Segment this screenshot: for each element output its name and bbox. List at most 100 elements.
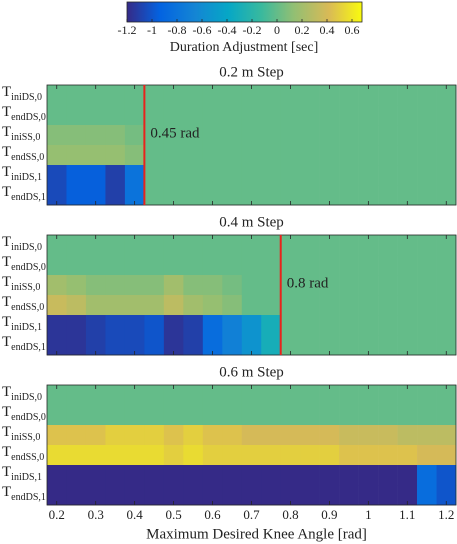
heat-cell	[183, 145, 204, 166]
heat-cell	[222, 445, 243, 466]
heat-cell	[66, 105, 87, 126]
colorbar-tick-label: 0.6	[345, 23, 360, 37]
heat-cell	[163, 275, 184, 296]
heat-cell	[417, 275, 437, 296]
heat-cell	[319, 105, 340, 126]
heat-cell	[378, 465, 398, 486]
heat-cell	[105, 235, 126, 256]
heat-cell	[436, 405, 457, 426]
row-subscript: iniSS,0	[11, 282, 40, 293]
heat-cell	[66, 385, 87, 406]
x-tick-label: 1.1	[399, 507, 415, 522]
heat-cell	[280, 295, 301, 316]
heat-cell	[241, 465, 262, 486]
heat-cell	[202, 335, 223, 356]
row-subscript: endDS,1	[11, 342, 46, 353]
heat-cell	[202, 465, 223, 486]
heat-cell	[358, 335, 379, 356]
colorbar-tick-label: -0.2	[243, 23, 262, 37]
heat-cell	[261, 335, 282, 356]
heat-cell	[300, 105, 320, 126]
row-symbol: T	[2, 144, 11, 160]
heat-cell	[280, 485, 301, 506]
x-tick-label: 0.4	[127, 507, 144, 522]
heat-cell	[124, 465, 145, 486]
heat-cell	[163, 445, 184, 466]
heat-cell	[339, 85, 359, 106]
heat-cell	[280, 385, 301, 406]
heat-cell	[144, 85, 165, 106]
heat-cell	[261, 315, 282, 336]
heat-cell	[339, 295, 359, 316]
heat-cell	[183, 185, 204, 206]
heat-cell	[417, 465, 437, 486]
heat-cell	[417, 255, 437, 276]
heat-cell	[241, 235, 262, 256]
heat-cell	[261, 275, 282, 296]
heat-cell	[280, 315, 301, 336]
colorbar-tick-label: -0.4	[218, 23, 237, 37]
heat-cell	[358, 235, 379, 256]
heat-cell	[436, 165, 457, 186]
heat-cell	[358, 105, 379, 126]
heat-cell	[339, 465, 359, 486]
panel-title: 0.6 m Step	[219, 364, 284, 380]
heat-cell	[183, 255, 204, 276]
heat-cell	[280, 165, 301, 186]
heat-cell	[358, 255, 379, 276]
heat-cell	[222, 295, 243, 316]
x-tick-label: 0.5	[165, 507, 181, 522]
row-subscript: iniSS,0	[11, 432, 40, 443]
heat-cell	[85, 275, 106, 296]
panel-title: 0.4 m Step	[219, 214, 284, 230]
heat-cell	[144, 405, 165, 426]
heat-cell	[280, 125, 301, 146]
row-symbol: T	[2, 464, 11, 480]
heat-cell	[144, 125, 165, 146]
heat-cell	[124, 385, 145, 406]
heat-cell	[241, 485, 262, 506]
heat-cell	[163, 255, 184, 276]
heat-cell	[47, 445, 67, 466]
x-tick-label: 0.3	[88, 507, 104, 522]
row-label: TendDS,0	[2, 404, 46, 423]
row-label: TendSS,0	[2, 444, 44, 463]
heat-cell	[183, 235, 204, 256]
heat-cell	[66, 165, 87, 186]
heat-cell	[202, 405, 223, 426]
heat-cell	[144, 445, 165, 466]
heat-cell	[163, 165, 184, 186]
heat-cell	[105, 405, 126, 426]
heat-cell	[85, 105, 106, 126]
heat-cell	[417, 105, 437, 126]
heat-cell	[261, 445, 282, 466]
row-label: TendDS,0	[2, 254, 46, 273]
heat-cell	[261, 425, 282, 446]
colorbar-tick-label: -0.6	[193, 23, 212, 37]
heat-cell	[319, 485, 340, 506]
heat-cell	[436, 295, 457, 316]
heat-cell	[397, 485, 418, 506]
heat-cell	[319, 445, 340, 466]
row-subscript: iniDS,0	[11, 242, 42, 253]
heat-cell	[85, 145, 106, 166]
heat-cell	[144, 165, 165, 186]
heat-cell	[417, 165, 437, 186]
heat-cell	[280, 85, 301, 106]
heat-cell	[105, 385, 126, 406]
heat-cell	[378, 255, 398, 276]
heat-cell	[105, 485, 126, 506]
heat-cell	[124, 315, 145, 336]
heat-cell	[339, 485, 359, 506]
heat-cell	[397, 425, 418, 446]
heat-cell	[339, 315, 359, 336]
heat-cell	[241, 315, 262, 336]
x-tick-label: 1	[365, 507, 372, 522]
heat-cell	[358, 385, 379, 406]
heat-cell	[47, 235, 67, 256]
heat-cell	[319, 315, 340, 336]
row-subscript: endSS,0	[11, 302, 44, 313]
heat-cell	[66, 295, 87, 316]
heat-cell	[124, 295, 145, 316]
heat-cell	[66, 445, 87, 466]
